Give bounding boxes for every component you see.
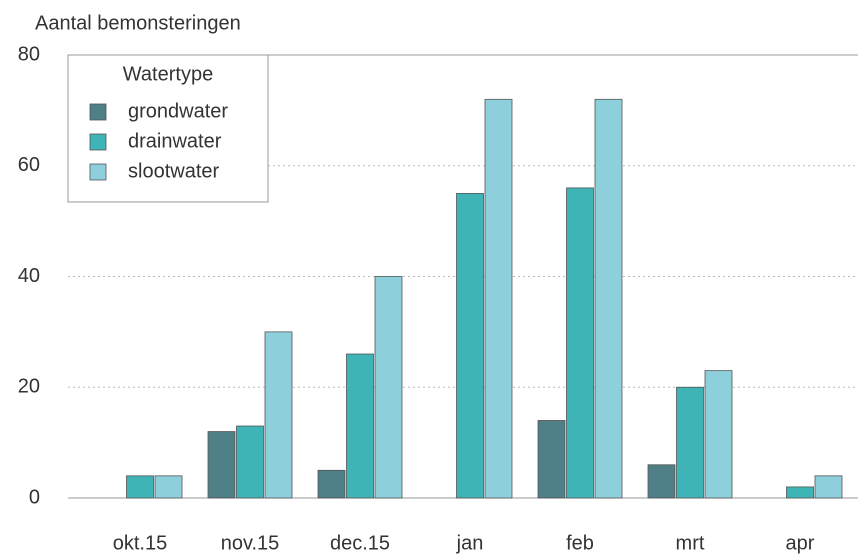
bar — [814, 475, 843, 499]
x-tick-label: jan — [456, 532, 484, 554]
y-tick-label: 20 — [18, 376, 40, 398]
bar — [236, 425, 264, 499]
bar — [126, 475, 154, 499]
bar — [346, 353, 374, 499]
bar — [484, 98, 513, 499]
bar — [317, 469, 346, 499]
legend-swatch — [89, 133, 107, 151]
y-axis-label: Aantal bemonsteringen — [35, 12, 241, 34]
bar — [264, 331, 293, 499]
y-tick-label: 0 — [29, 486, 40, 508]
bar — [786, 486, 814, 499]
y-tick-label: 60 — [18, 154, 40, 176]
legend-title: Watertype — [123, 63, 213, 85]
bar — [594, 98, 623, 499]
bar — [207, 431, 236, 499]
bar — [647, 464, 676, 499]
x-tick-label: apr — [786, 532, 815, 554]
y-tick-label: 40 — [18, 265, 40, 287]
legend-label: drainwater — [128, 130, 222, 152]
bar — [704, 370, 733, 499]
x-tick-label: dec.15 — [330, 532, 390, 554]
bar — [154, 475, 183, 499]
bar — [676, 386, 704, 499]
legend-label: grondwater — [128, 100, 228, 122]
legend-swatch — [89, 163, 107, 181]
legend-swatch — [89, 103, 107, 121]
x-tick-label: feb — [566, 532, 594, 554]
x-tick-label: nov.15 — [221, 532, 280, 554]
bar — [456, 193, 484, 499]
bar — [374, 276, 403, 499]
y-tick-label: 80 — [18, 43, 40, 65]
x-tick-label: okt.15 — [113, 532, 167, 554]
x-tick-label: mrt — [676, 532, 705, 554]
bar — [537, 420, 566, 499]
bar — [566, 187, 594, 499]
legend-label: slootwater — [128, 160, 219, 182]
